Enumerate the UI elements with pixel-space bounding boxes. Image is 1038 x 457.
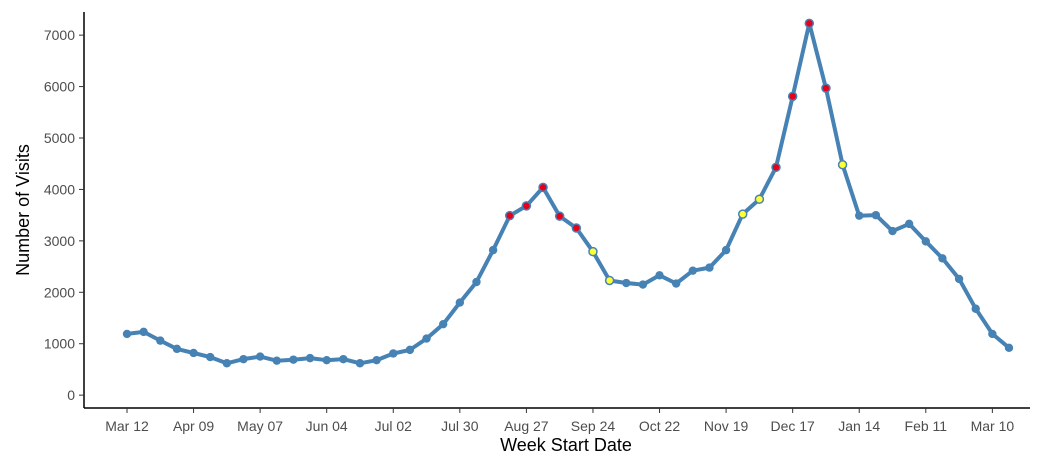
data-point xyxy=(622,278,631,288)
data-point xyxy=(372,355,381,365)
data-point xyxy=(156,336,165,345)
data-point xyxy=(938,254,947,263)
data-point-red xyxy=(821,83,831,93)
data-point xyxy=(255,352,265,361)
x-tick-label: Apr 09 xyxy=(173,418,214,434)
y-tick-label: 4000 xyxy=(44,181,75,197)
data-point-red xyxy=(554,211,565,221)
data-point xyxy=(988,329,997,339)
y-axis-title: Number of Visits xyxy=(13,144,33,276)
data-point-yellow xyxy=(604,275,615,286)
x-tick-label: Mar 10 xyxy=(971,418,1015,434)
data-point xyxy=(405,345,415,355)
data-point-yellow xyxy=(754,194,765,204)
data-point xyxy=(855,211,864,220)
data-point xyxy=(422,334,431,343)
data-point xyxy=(904,219,914,229)
y-tick-label: 5000 xyxy=(44,130,75,146)
x-axis-title: Week Start Date xyxy=(500,435,632,455)
y-tick-label: 6000 xyxy=(44,79,75,95)
data-point xyxy=(438,319,448,329)
data-point xyxy=(871,210,881,220)
y-tick-label: 1000 xyxy=(44,336,75,352)
x-tick-label: Mar 12 xyxy=(105,418,149,434)
x-tick-label: Jun 04 xyxy=(306,418,348,434)
data-point-red xyxy=(804,18,815,29)
data-point-yellow xyxy=(737,209,748,219)
data-point xyxy=(305,353,315,363)
x-tick-label: Oct 22 xyxy=(639,418,680,434)
data-point xyxy=(289,355,298,364)
axes xyxy=(83,12,1030,409)
x-tick-label: Feb 11 xyxy=(905,418,948,434)
data-point-red xyxy=(787,91,798,102)
x-tick-label: Jan 14 xyxy=(838,418,880,434)
y-tick-label: 0 xyxy=(67,387,75,403)
data-point xyxy=(122,329,132,339)
data-point-yellow xyxy=(837,159,848,170)
data-point xyxy=(206,352,215,362)
x-tick-label: Jul 30 xyxy=(441,418,479,434)
data-point xyxy=(688,266,698,275)
data-point xyxy=(272,356,281,365)
data-point xyxy=(355,359,365,368)
data-point-red xyxy=(521,201,532,211)
y-tick-label: 3000 xyxy=(44,233,75,249)
series-line xyxy=(125,21,1011,366)
data-point xyxy=(322,355,331,365)
series-lines xyxy=(125,21,1011,366)
x-tick-label: Jul 02 xyxy=(375,418,413,434)
data-point xyxy=(189,348,198,358)
x-tick-label: Nov 19 xyxy=(704,418,749,434)
data-point xyxy=(172,344,182,354)
data-point xyxy=(239,354,248,364)
data-point xyxy=(222,359,232,368)
x-axis-ticks: Mar 12 Apr 09 May 07 Jun 04 Jul 02 Jul 30 Aug … xyxy=(105,408,1014,434)
data-point-red xyxy=(771,162,781,173)
data-point xyxy=(971,304,980,313)
data-point xyxy=(1004,343,1014,353)
data-point xyxy=(455,298,465,307)
data-point-red xyxy=(505,210,515,221)
data-point xyxy=(921,237,930,246)
data-point xyxy=(655,271,664,280)
data-point-yellow xyxy=(588,246,598,257)
data-point xyxy=(705,263,714,272)
data-point xyxy=(472,277,481,287)
data-point xyxy=(389,349,398,358)
series-points xyxy=(122,18,1014,368)
x-tick-label: Sep 24 xyxy=(571,418,616,434)
y-axis-ticks: 0 1000 2000 3000 4000 5000 6000 7000 xyxy=(44,27,84,403)
x-tick-label: Dec 17 xyxy=(770,418,815,434)
data-point xyxy=(721,245,731,255)
data-point-red xyxy=(571,223,582,233)
data-point xyxy=(638,280,648,289)
data-point xyxy=(671,279,681,288)
data-point xyxy=(954,274,964,284)
x-tick-label: Aug 27 xyxy=(504,418,549,434)
x-tick-label: May 07 xyxy=(237,418,283,434)
data-point xyxy=(488,245,498,255)
y-tick-label: 2000 xyxy=(44,284,75,300)
data-point xyxy=(339,354,348,364)
data-point xyxy=(139,327,148,337)
data-point xyxy=(888,226,897,236)
y-tick-label: 7000 xyxy=(44,27,75,43)
data-point-red xyxy=(538,182,548,193)
